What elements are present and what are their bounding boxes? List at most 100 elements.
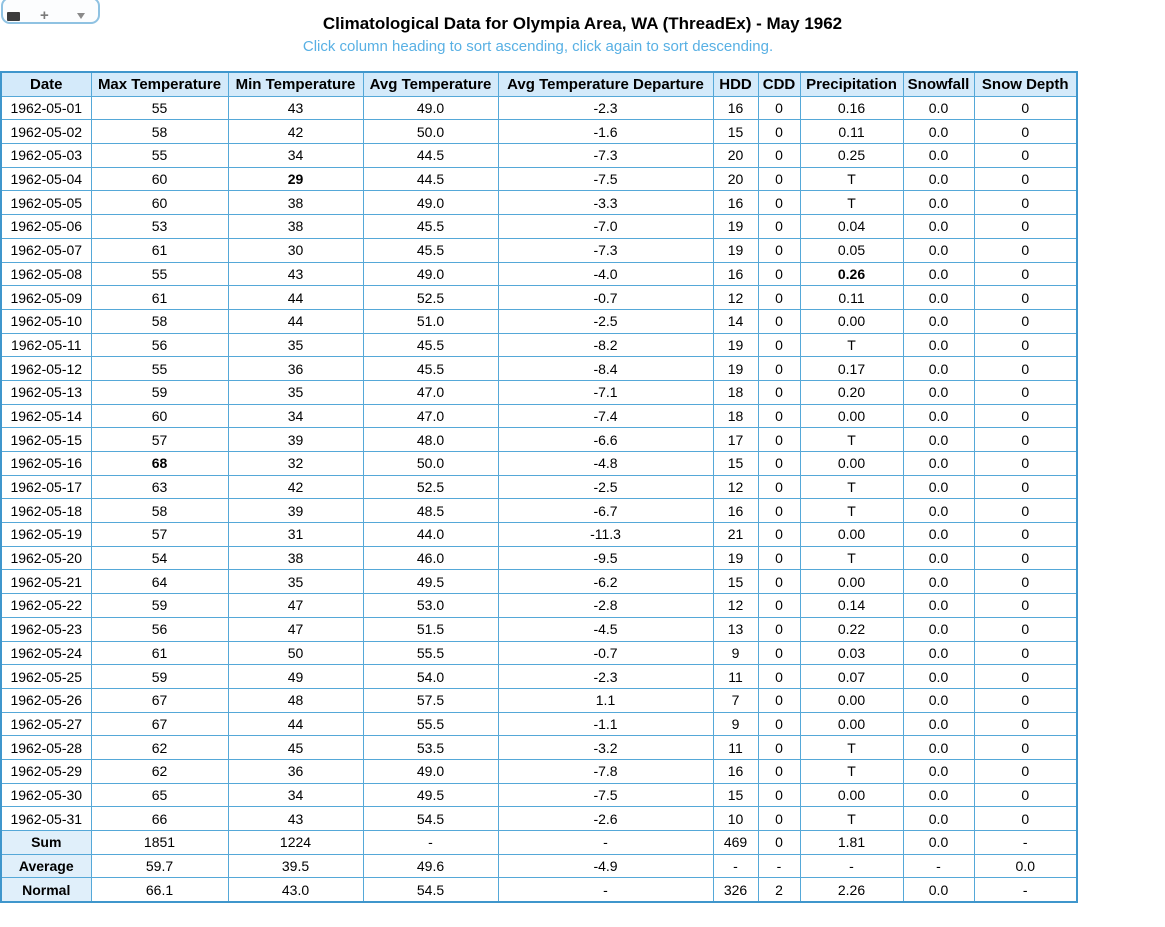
cell: 0 — [973, 237, 1078, 263]
column-header-hdd[interactable]: HDD — [712, 71, 759, 97]
cell: 1962-05-14 — [0, 403, 92, 429]
cell: 0 — [757, 356, 801, 381]
cell: 44.5 — [362, 143, 499, 168]
cell: 1962-05-29 — [0, 758, 92, 784]
cell: 0 — [973, 143, 1078, 168]
cell: -7.3 — [497, 143, 714, 168]
cell: 0.0 — [902, 308, 975, 334]
column-header-precipitation[interactable]: Precipitation — [799, 71, 904, 97]
cell: 52.5 — [362, 285, 499, 310]
cell: 1962-05-22 — [0, 593, 92, 618]
cell: 0 — [973, 640, 1078, 666]
cell: 54.5 — [362, 877, 499, 903]
cell: 49.0 — [362, 758, 499, 784]
column-header-max-temperature[interactable]: Max Temperature — [90, 71, 229, 97]
cell: 1962-05-24 — [0, 640, 92, 666]
cell: T — [799, 498, 904, 524]
cell: 34 — [227, 403, 364, 429]
column-header-snowfall[interactable]: Snowfall — [902, 71, 975, 97]
cell: 0.0 — [902, 379, 975, 405]
cell: 15 — [712, 451, 759, 476]
cell: 1962-05-11 — [0, 332, 92, 358]
cell: 14 — [712, 308, 759, 334]
cell: 44 — [227, 308, 364, 334]
cell: 34 — [227, 782, 364, 808]
cell: -0.7 — [497, 640, 714, 666]
cell: 1962-05-23 — [0, 616, 92, 642]
cell: 13 — [712, 616, 759, 642]
cell: - — [757, 853, 801, 879]
cell: 0.0 — [902, 782, 975, 808]
cell: 0 — [973, 664, 1078, 689]
cell: 0.0 — [902, 877, 975, 903]
cell: 0.0 — [902, 403, 975, 429]
cell: 0.0 — [902, 356, 975, 381]
column-header-date[interactable]: Date — [0, 71, 92, 97]
cell: 49.0 — [362, 190, 499, 216]
cell: 0.0 — [902, 806, 975, 831]
cell: 44.0 — [362, 522, 499, 547]
cell: 0.0 — [902, 498, 975, 524]
cell: 0 — [973, 356, 1078, 381]
cell: 52.5 — [362, 474, 499, 500]
cell: 1962-05-30 — [0, 782, 92, 808]
cell: 1962-05-27 — [0, 711, 92, 737]
cell: -8.2 — [497, 332, 714, 358]
cell: 1962-05-01 — [0, 95, 92, 121]
cell: 0 — [757, 711, 801, 737]
cell: 1962-05-15 — [0, 427, 92, 452]
add-icon[interactable]: + — [40, 7, 49, 24]
cell: -2.5 — [497, 474, 714, 500]
cell: - — [902, 853, 975, 879]
cell: 66.1 — [90, 877, 229, 903]
cell: -2.3 — [497, 664, 714, 689]
cell: 0 — [757, 166, 801, 192]
cell: 1962-05-10 — [0, 308, 92, 334]
column-header-min-temperature[interactable]: Min Temperature — [227, 71, 364, 97]
table-row: 1962-05-11 56 35 45.5 -8.2 19 0 T 0.0 0 — [0, 332, 1078, 358]
cell: 1962-05-08 — [0, 261, 92, 287]
cell: 0 — [757, 616, 801, 642]
cell: T — [799, 474, 904, 500]
table-row: 1962-05-30 65 34 49.5 -7.5 15 0 0.00 0.0 0 — [0, 782, 1078, 808]
column-header-cdd[interactable]: CDD — [757, 71, 801, 97]
table-row: 1962-05-28 62 45 53.5 -3.2 11 0 T 0.0 0 — [0, 735, 1078, 760]
cell: 46.0 — [362, 545, 499, 571]
cell: 47 — [227, 616, 364, 642]
cell: 0 — [757, 190, 801, 216]
cell: 12 — [712, 285, 759, 310]
column-header-avg-temperature-departure[interactable]: Avg Temperature Departure — [497, 71, 714, 97]
cell: 0 — [973, 687, 1078, 713]
cell: 0 — [973, 569, 1078, 595]
cell: -6.7 — [497, 498, 714, 524]
cell: 0.0 — [902, 95, 975, 121]
cell: 0 — [757, 640, 801, 666]
cell: 0 — [973, 285, 1078, 310]
column-header-avg-temperature[interactable]: Avg Temperature — [362, 71, 499, 97]
cell: 0 — [757, 214, 801, 239]
cell: 19 — [712, 356, 759, 381]
cell: 0.25 — [799, 143, 904, 168]
cell: 51.0 — [362, 308, 499, 334]
cell: 31 — [227, 522, 364, 547]
cell: 469 — [712, 830, 759, 855]
printer-icon[interactable] — [7, 12, 20, 21]
cell: 0.00 — [799, 522, 904, 547]
cell: 0.0 — [902, 237, 975, 263]
cell: 0.00 — [799, 687, 904, 713]
cell: 0 — [757, 545, 801, 571]
cell: 55.5 — [362, 711, 499, 737]
column-header-snow-depth[interactable]: Snow Depth — [973, 71, 1078, 97]
cell: 57 — [90, 522, 229, 547]
cell: -1.6 — [497, 119, 714, 145]
cell: 1962-05-04 — [0, 166, 92, 192]
cell: 0 — [757, 119, 801, 145]
table-row: 1962-05-09 61 44 52.5 -0.7 12 0 0.11 0.0 0 — [0, 285, 1078, 310]
dropdown-caret-icon[interactable] — [76, 13, 85, 19]
cell: 12 — [712, 593, 759, 618]
table-row: 1962-05-12 55 36 45.5 -8.4 19 0 0.17 0.0 0 — [0, 356, 1078, 381]
cell: 20 — [712, 166, 759, 192]
cell: -6.2 — [497, 569, 714, 595]
cell: 60 — [90, 166, 229, 192]
cell: -9.5 — [497, 545, 714, 571]
